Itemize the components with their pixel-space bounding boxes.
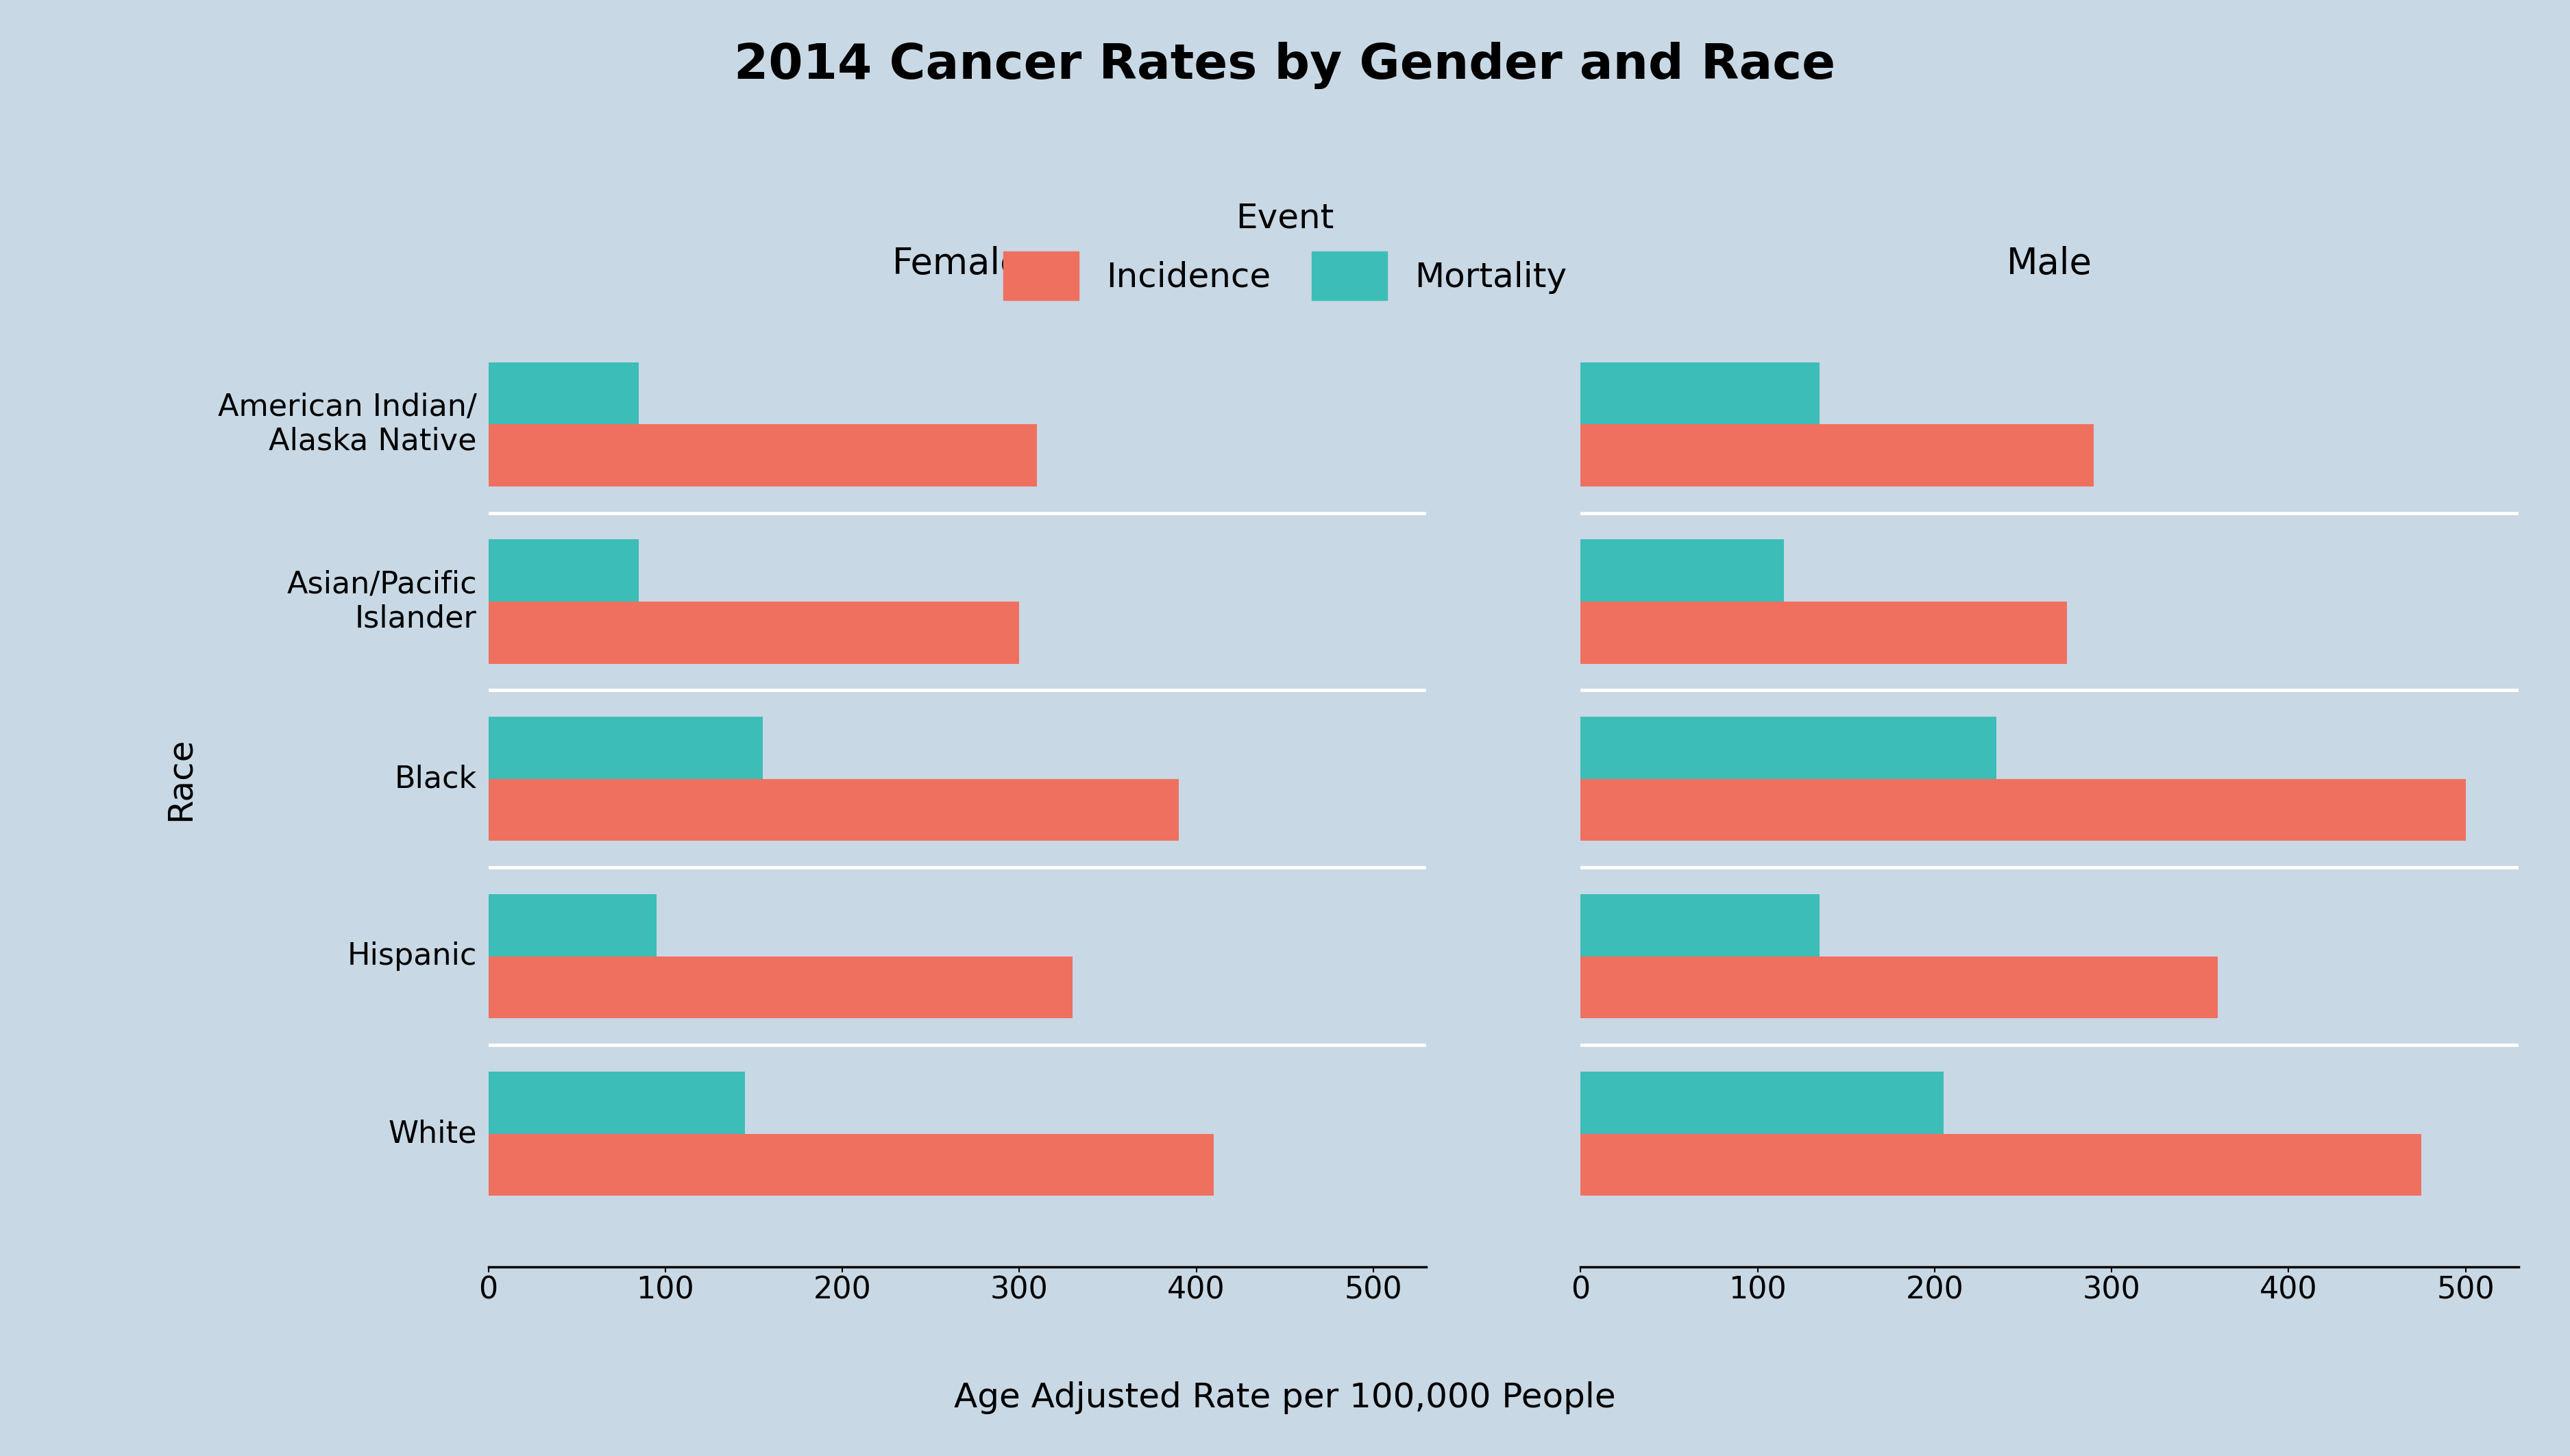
Bar <box>1581 540 1784 601</box>
Text: 2014 Cancer Rates by Gender and Race: 2014 Cancer Rates by Gender and Race <box>735 42 1835 89</box>
Bar <box>488 779 1180 842</box>
Bar <box>488 363 640 424</box>
Bar <box>1581 716 1997 779</box>
Bar <box>488 424 1036 486</box>
Text: Age Adjusted Rate per 100,000 People: Age Adjusted Rate per 100,000 People <box>953 1382 1617 1414</box>
Title: Male: Male <box>2007 246 2092 281</box>
Title: Female: Female <box>892 246 1023 281</box>
Bar <box>1581 601 2066 664</box>
Bar <box>1581 957 2218 1018</box>
Bar <box>1581 894 1820 957</box>
Bar <box>1581 779 2465 842</box>
Bar <box>1581 363 1820 424</box>
Bar <box>488 716 763 779</box>
Bar <box>488 601 1020 664</box>
Bar <box>1581 1072 1943 1134</box>
Bar <box>1581 424 2095 486</box>
Bar <box>1581 1134 2421 1195</box>
Bar <box>488 957 1072 1018</box>
Bar <box>488 894 655 957</box>
Bar <box>488 540 640 601</box>
Bar <box>488 1134 1213 1195</box>
Bar <box>488 1072 745 1134</box>
Legend: Incidence, Mortality: Incidence, Mortality <box>987 185 1583 317</box>
Text: Race: Race <box>164 737 195 821</box>
